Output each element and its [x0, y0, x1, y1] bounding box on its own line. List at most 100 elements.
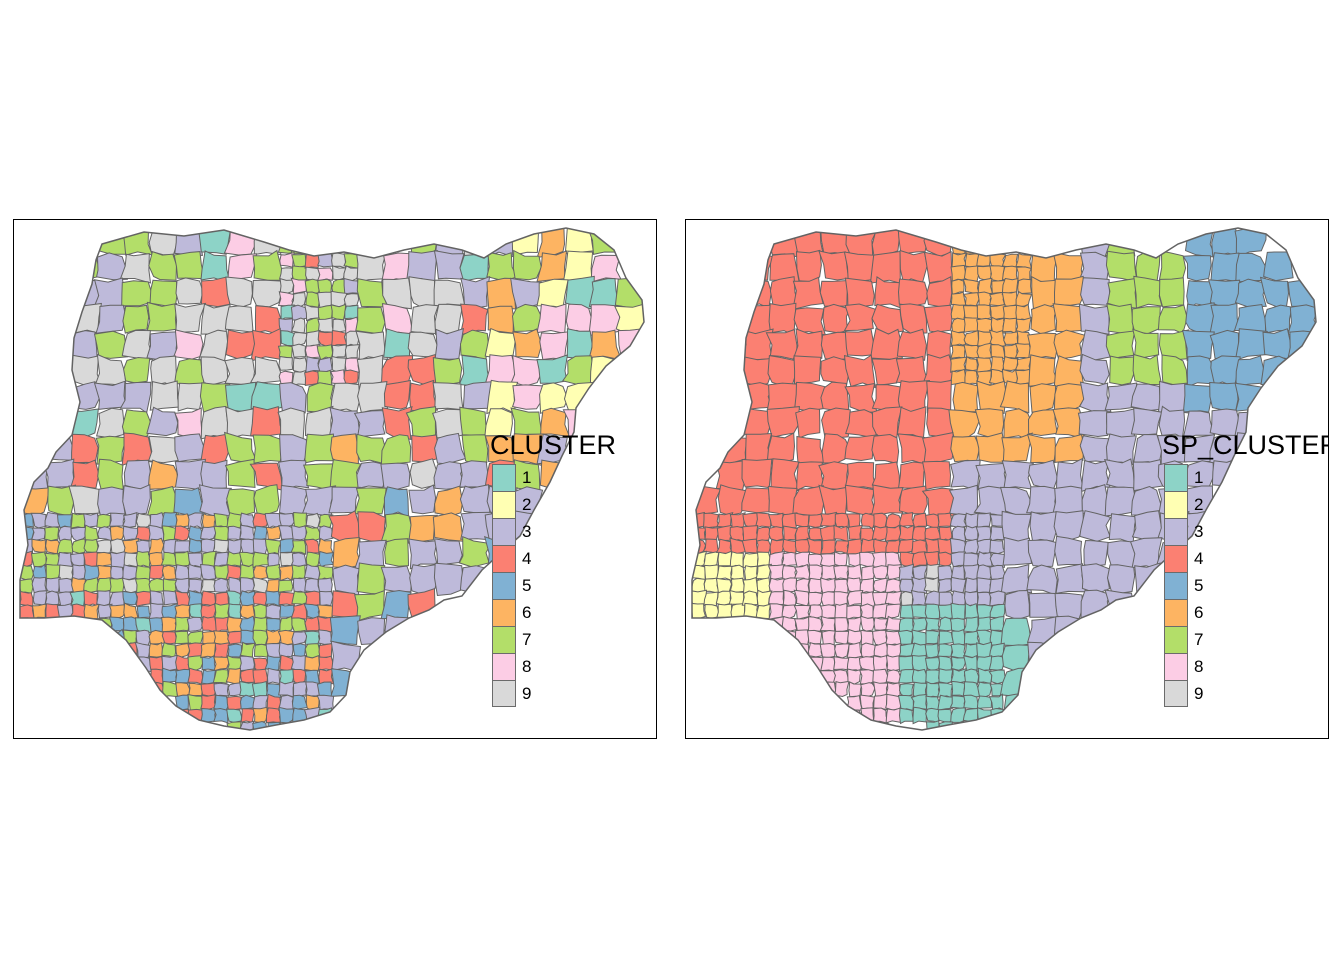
- district-polygon: [291, 343, 307, 358]
- district-polygon: [1133, 275, 1164, 309]
- district-polygon: [1014, 342, 1032, 359]
- district-polygon: [213, 656, 230, 672]
- legend-title: CLUSTER: [490, 430, 617, 460]
- district-polygon: [1027, 539, 1060, 568]
- district-polygon: [317, 564, 334, 582]
- district-polygon: [213, 525, 230, 542]
- legend-swatch: [1164, 653, 1188, 680]
- district-polygon: [95, 629, 112, 644]
- district-polygon: [249, 356, 284, 384]
- district-polygon: [186, 616, 204, 633]
- district-polygon: [717, 484, 747, 516]
- district-polygon: [31, 603, 48, 621]
- district-polygon: [148, 641, 164, 658]
- district-polygon: [357, 617, 386, 646]
- district-polygon: [380, 565, 413, 593]
- district-polygon: [754, 512, 772, 529]
- district-polygon: [926, 330, 952, 360]
- district-polygon: [408, 514, 438, 544]
- district-polygon: [146, 301, 178, 332]
- district-polygon: [885, 669, 901, 684]
- district-polygon: [536, 278, 569, 309]
- district-polygon: [174, 302, 207, 333]
- district-polygon: [820, 228, 851, 255]
- district-polygon: [252, 706, 268, 724]
- district-polygon: [383, 486, 410, 518]
- district-polygon: [1131, 510, 1163, 543]
- district-polygon: [845, 409, 877, 440]
- legend-item-6: 6: [490, 599, 656, 626]
- legend-label: 3: [1194, 521, 1204, 541]
- district-polygon: [885, 707, 902, 724]
- district-polygon: [818, 461, 850, 490]
- district-polygon: [96, 577, 113, 593]
- district-polygon: [109, 550, 126, 569]
- district-polygon: [109, 525, 126, 542]
- district-polygon: [122, 483, 151, 517]
- district-polygon: [768, 630, 785, 645]
- district-polygon: [410, 304, 439, 335]
- district-polygon: [859, 694, 876, 710]
- district-polygon: [794, 629, 810, 646]
- district-polygon: [1106, 564, 1136, 595]
- legend-swatch: [492, 491, 516, 518]
- district-polygon: [923, 304, 954, 333]
- district-polygon: [122, 228, 154, 256]
- district-polygon: [950, 435, 981, 464]
- district-polygon: [1017, 278, 1033, 295]
- district-polygon: [871, 406, 903, 439]
- district-polygon: [1027, 332, 1059, 361]
- district-polygon: [860, 682, 876, 698]
- district-polygon: [213, 630, 231, 645]
- district-polygon: [1078, 303, 1110, 335]
- district-polygon: [251, 279, 283, 308]
- district-polygon: [433, 562, 466, 597]
- district-polygon: [201, 630, 217, 645]
- district-polygon: [1132, 353, 1163, 386]
- legend-swatch: [1164, 680, 1188, 707]
- district-polygon: [174, 433, 205, 463]
- district-polygon: [846, 708, 862, 723]
- district-polygon: [173, 251, 205, 280]
- legend-item-3: 3: [490, 518, 656, 545]
- legend-swatch: [492, 626, 516, 653]
- district-polygon: [937, 512, 953, 528]
- district-polygon: [1001, 432, 1033, 466]
- district-polygon: [872, 654, 889, 672]
- district-polygon: [187, 667, 204, 685]
- district-polygon: [846, 694, 863, 711]
- legend-swatch: [1164, 545, 1188, 572]
- district-polygon: [304, 433, 335, 464]
- district-polygon: [948, 484, 979, 516]
- district-polygon: [240, 708, 256, 724]
- district-polygon: [119, 381, 152, 414]
- district-polygon: [924, 642, 940, 659]
- district-polygon: [793, 563, 811, 582]
- district-polygon: [226, 550, 242, 567]
- district-polygon: [332, 318, 347, 333]
- district-polygon: [201, 615, 218, 634]
- district-polygon: [343, 369, 359, 385]
- district-polygon: [227, 643, 243, 658]
- district-polygon: [292, 681, 309, 697]
- legend-item-3: 3: [1162, 518, 1328, 545]
- district-polygon: [964, 577, 978, 595]
- district-polygon: [122, 590, 138, 606]
- district-polygon: [964, 356, 978, 372]
- district-polygon: [833, 524, 849, 543]
- district-polygon: [1210, 252, 1241, 282]
- district-polygon: [846, 577, 862, 593]
- district-polygon: [318, 642, 333, 659]
- district-polygon: [702, 550, 720, 568]
- district-polygon: [1055, 457, 1085, 492]
- district-polygon: [330, 303, 347, 321]
- district-polygon: [511, 384, 543, 410]
- district-polygon: [264, 590, 281, 608]
- district-polygon: [174, 407, 203, 439]
- district-polygon: [512, 249, 542, 281]
- district-polygon: [768, 526, 784, 542]
- district-polygon: [119, 253, 152, 284]
- district-polygon: [1133, 434, 1163, 465]
- district-polygon: [330, 640, 362, 673]
- district-polygon: [240, 734, 255, 740]
